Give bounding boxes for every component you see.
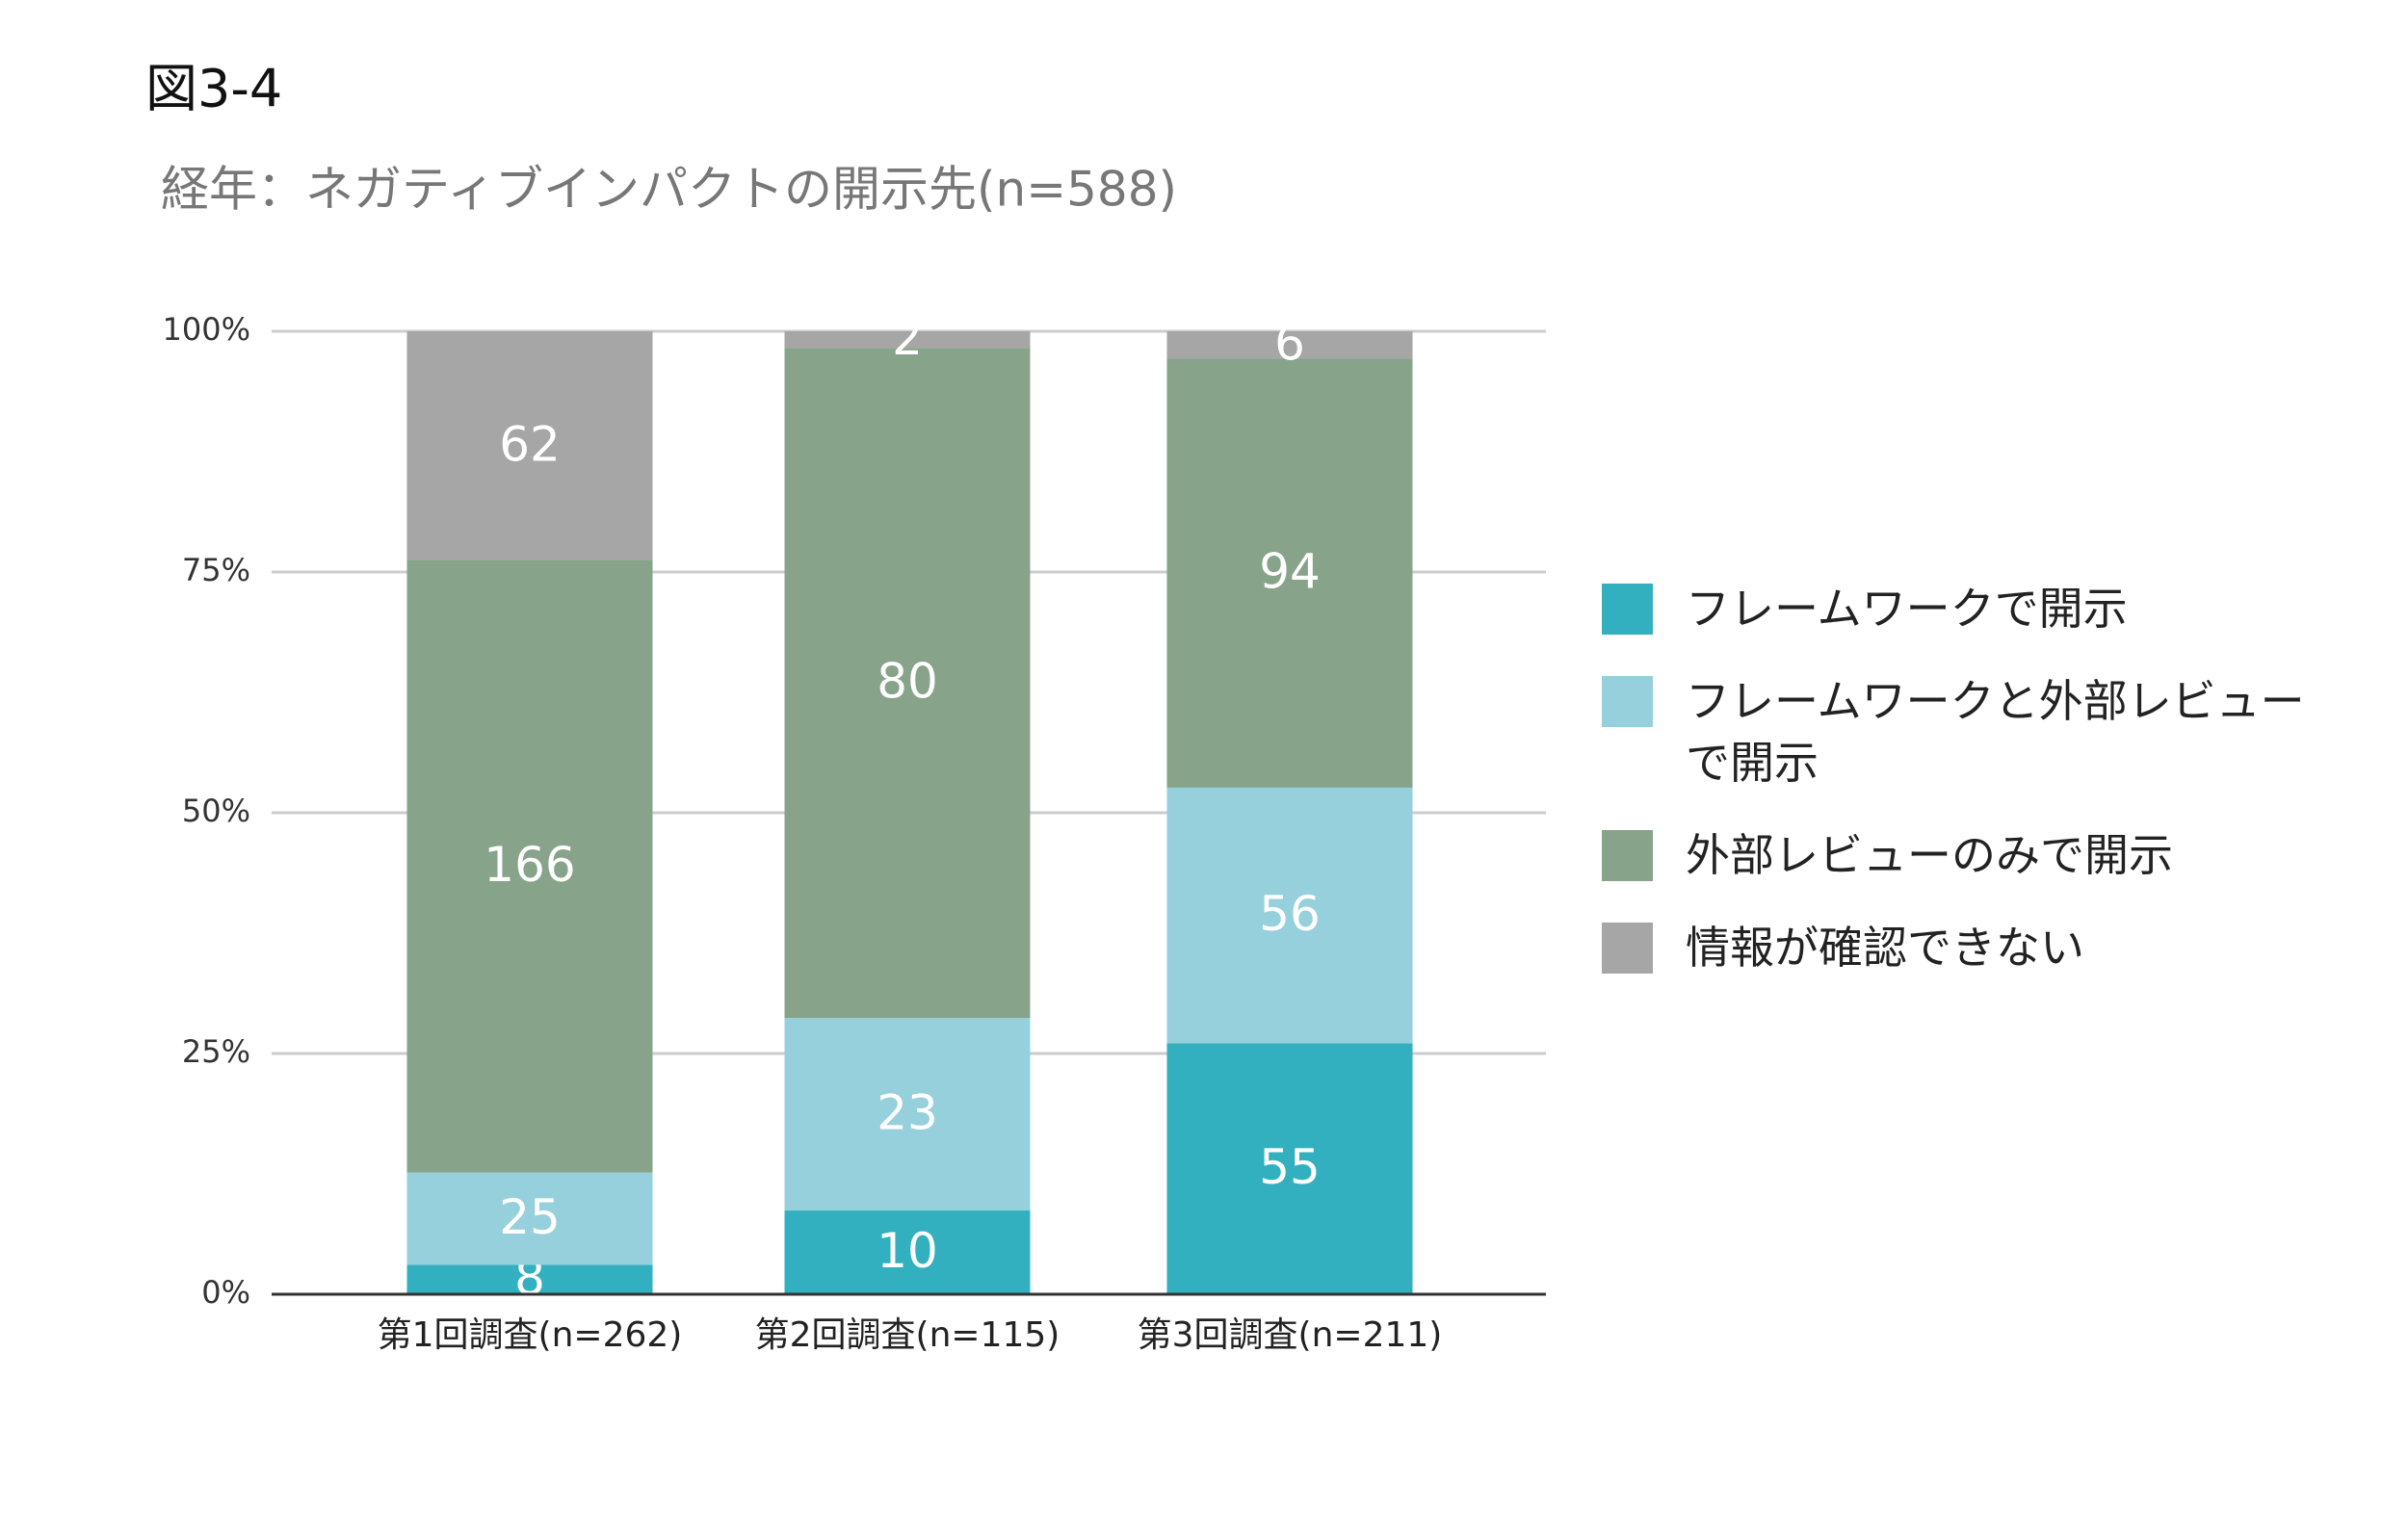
bar-segment bbox=[406, 1172, 653, 1265]
legend-label: 外部レビューのみで開示 bbox=[1686, 829, 2173, 881]
data-label: 10 bbox=[877, 1223, 938, 1279]
x-tick-label: 第1回調査(n=262) bbox=[378, 1315, 683, 1355]
bar-segment bbox=[784, 1210, 1031, 1294]
legend-label: フレームワークと外部レビューで開示 bbox=[1686, 675, 2305, 789]
legend-item: 情報が確認できない bbox=[1602, 917, 2334, 978]
data-label: 2 bbox=[892, 310, 923, 366]
legend-swatch bbox=[1602, 676, 1653, 727]
bar-segment bbox=[784, 331, 1031, 349]
y-tick-label: 75% bbox=[182, 552, 250, 588]
bar-segment bbox=[784, 1018, 1031, 1211]
legend-item: フレームワークで開示 bbox=[1602, 578, 2334, 639]
bar-segment bbox=[406, 331, 653, 560]
y-tick-label: 25% bbox=[182, 1033, 250, 1070]
data-label: 6 bbox=[1274, 316, 1305, 372]
legend-item: 外部レビューのみで開示 bbox=[1602, 824, 2334, 886]
legend-label: 情報が確認できない bbox=[1686, 922, 2084, 974]
figure-label: 図3-4 bbox=[145, 59, 282, 119]
y-tick-label: 100% bbox=[163, 311, 250, 348]
bar-segment bbox=[1166, 787, 1413, 1044]
legend-swatch bbox=[1602, 923, 1653, 974]
data-label: 23 bbox=[877, 1085, 938, 1141]
data-label: 25 bbox=[499, 1189, 561, 1245]
x-tick-label: 第2回調査(n=115) bbox=[755, 1315, 1060, 1355]
legend-label: フレームワークで開示 bbox=[1686, 583, 2128, 635]
legend-item: フレームワークと外部レビューで開示 bbox=[1602, 670, 2334, 794]
data-label: 62 bbox=[499, 416, 561, 472]
chart-title: 経年：ネガティブインパクトの開示先(n=588) bbox=[161, 162, 1177, 218]
data-label: 80 bbox=[877, 654, 938, 710]
y-tick-label: 50% bbox=[182, 793, 250, 829]
data-label: 56 bbox=[1259, 886, 1321, 942]
bar-segment bbox=[1166, 358, 1413, 788]
legend: フレームワークで開示フレームワークと外部レビューで開示外部レビューのみで開示 情報… bbox=[1602, 578, 2334, 1009]
data-label: 166 bbox=[484, 837, 575, 893]
bar-segment bbox=[406, 559, 653, 1173]
bar-segment bbox=[406, 1264, 653, 1294]
legend-swatch bbox=[1602, 830, 1653, 881]
data-label: 55 bbox=[1259, 1139, 1321, 1195]
bar-segment bbox=[1166, 331, 1413, 359]
data-label: 94 bbox=[1259, 544, 1321, 600]
legend-swatch bbox=[1602, 584, 1653, 635]
y-tick-label: 0% bbox=[201, 1274, 250, 1311]
bar-segment bbox=[1166, 1043, 1413, 1294]
x-tick-label: 第3回調査(n=211) bbox=[1138, 1315, 1443, 1355]
bar-segment bbox=[784, 348, 1031, 1019]
